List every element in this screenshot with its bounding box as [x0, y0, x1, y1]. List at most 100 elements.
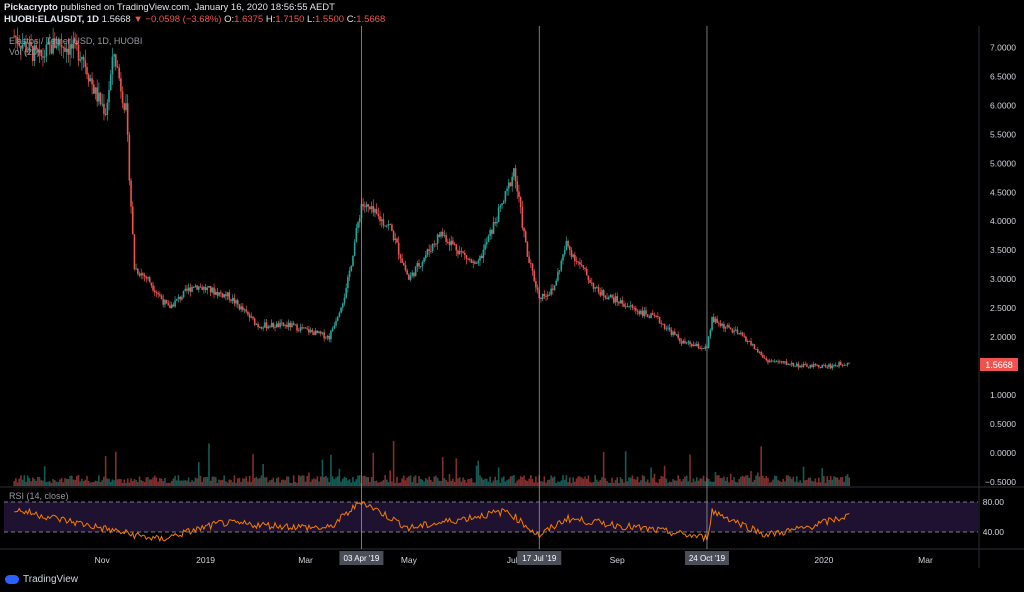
volume-bar [811, 480, 813, 486]
volume-bar [374, 480, 376, 486]
volume-bar [655, 482, 657, 486]
candle-body [404, 264, 407, 271]
volume-bar [16, 482, 19, 486]
volume-bar [552, 477, 554, 486]
candle-body [531, 263, 534, 271]
legend-title[interactable]: Elastos / Tether USD, 1D, HUOBI [9, 36, 143, 46]
candle-body [823, 364, 825, 366]
volume-bar [326, 477, 329, 486]
volume-bar [306, 475, 309, 486]
volume-bar [392, 440, 395, 486]
candle-body [819, 367, 822, 369]
candle-body [386, 225, 388, 227]
legend-rsi[interactable]: RSI (14, close) [9, 491, 69, 501]
volume-bar [297, 475, 300, 486]
candle-body [101, 103, 104, 105]
volume-bar [580, 477, 583, 486]
candle-body [203, 287, 205, 290]
candle-body [265, 322, 268, 329]
candle-body [692, 344, 695, 347]
volume-bar [367, 477, 369, 486]
candle-body [724, 326, 727, 329]
volume-bar [220, 480, 222, 486]
volume-bar [103, 476, 105, 486]
candle-body [450, 240, 452, 246]
candle-body [814, 364, 817, 365]
volume-bar [631, 475, 634, 486]
candle-body [618, 301, 620, 304]
candle-body [543, 293, 546, 297]
volume-bar [696, 477, 698, 486]
candle-body [108, 89, 110, 103]
candle-body [140, 273, 143, 276]
volume-bar [252, 454, 254, 486]
volume-bar [440, 480, 442, 486]
symbol-label[interactable]: HUOBI:ELAUSDT, 1D [4, 14, 100, 25]
volume-bar [328, 481, 331, 486]
volume-bar [45, 481, 48, 486]
candle-body [52, 38, 54, 54]
volume-bar [604, 478, 607, 486]
candle-body [296, 324, 298, 331]
volume-bar [126, 478, 129, 486]
candle-body [734, 329, 737, 331]
volume-bar [504, 481, 507, 486]
volume-bar [507, 479, 510, 486]
candle-body [316, 330, 319, 334]
volume-bar [336, 476, 339, 486]
volume-bar [325, 475, 327, 486]
candle-body [375, 209, 378, 214]
candle-body [511, 176, 513, 187]
volume-bar [343, 476, 346, 486]
candle-body [746, 341, 749, 342]
publisher-name[interactable]: Pickacrypto [4, 2, 58, 13]
candle-body [281, 322, 283, 324]
candle-body [16, 37, 19, 44]
volume-bar [453, 481, 456, 486]
candle-body [562, 254, 564, 261]
volume-bar [767, 477, 769, 486]
candle-body [628, 306, 630, 308]
volume-bar [502, 476, 505, 486]
legend-volume[interactable]: Vol (20) [9, 47, 41, 57]
candle-body [575, 261, 578, 262]
volume-bar [104, 456, 107, 486]
candle-body [530, 262, 532, 264]
candle-body [284, 324, 286, 326]
candle-body [184, 288, 187, 291]
volume-bar [62, 482, 65, 486]
volume-bar [208, 443, 210, 486]
volume-bar [646, 479, 649, 486]
candle-body [28, 41, 31, 52]
candle-body [650, 313, 652, 319]
candle-body [545, 296, 547, 297]
volume-bar [148, 479, 151, 486]
volume-bar [175, 480, 178, 486]
tradingview-logo[interactable]: TradingView [5, 574, 78, 585]
price-tick-label: 1.0000 [990, 390, 1016, 400]
candle-body [392, 231, 395, 240]
volume-bar [258, 478, 261, 486]
volume-bar [247, 481, 249, 486]
volume-bar [699, 478, 701, 486]
time-tick-label: 2020 [814, 555, 833, 565]
candle-body [103, 103, 105, 115]
candle-body [304, 327, 307, 329]
time-tick-label: Nov [95, 555, 111, 565]
volume-bar [663, 465, 666, 486]
candle-body [795, 363, 798, 366]
candle-body [558, 270, 561, 272]
volume-bar [587, 475, 590, 486]
volume-bar [779, 480, 781, 486]
candle-body [596, 287, 598, 288]
volume-bar [421, 479, 424, 486]
candle-body [679, 338, 681, 342]
volume-bar [279, 482, 281, 486]
volume-bar [731, 480, 734, 486]
price-tick-label: 4.0000 [990, 216, 1016, 226]
volume-bar [352, 476, 354, 486]
candle-body [729, 327, 732, 330]
time-tick-label: 2019 [196, 555, 215, 565]
candle-body [303, 327, 305, 329]
